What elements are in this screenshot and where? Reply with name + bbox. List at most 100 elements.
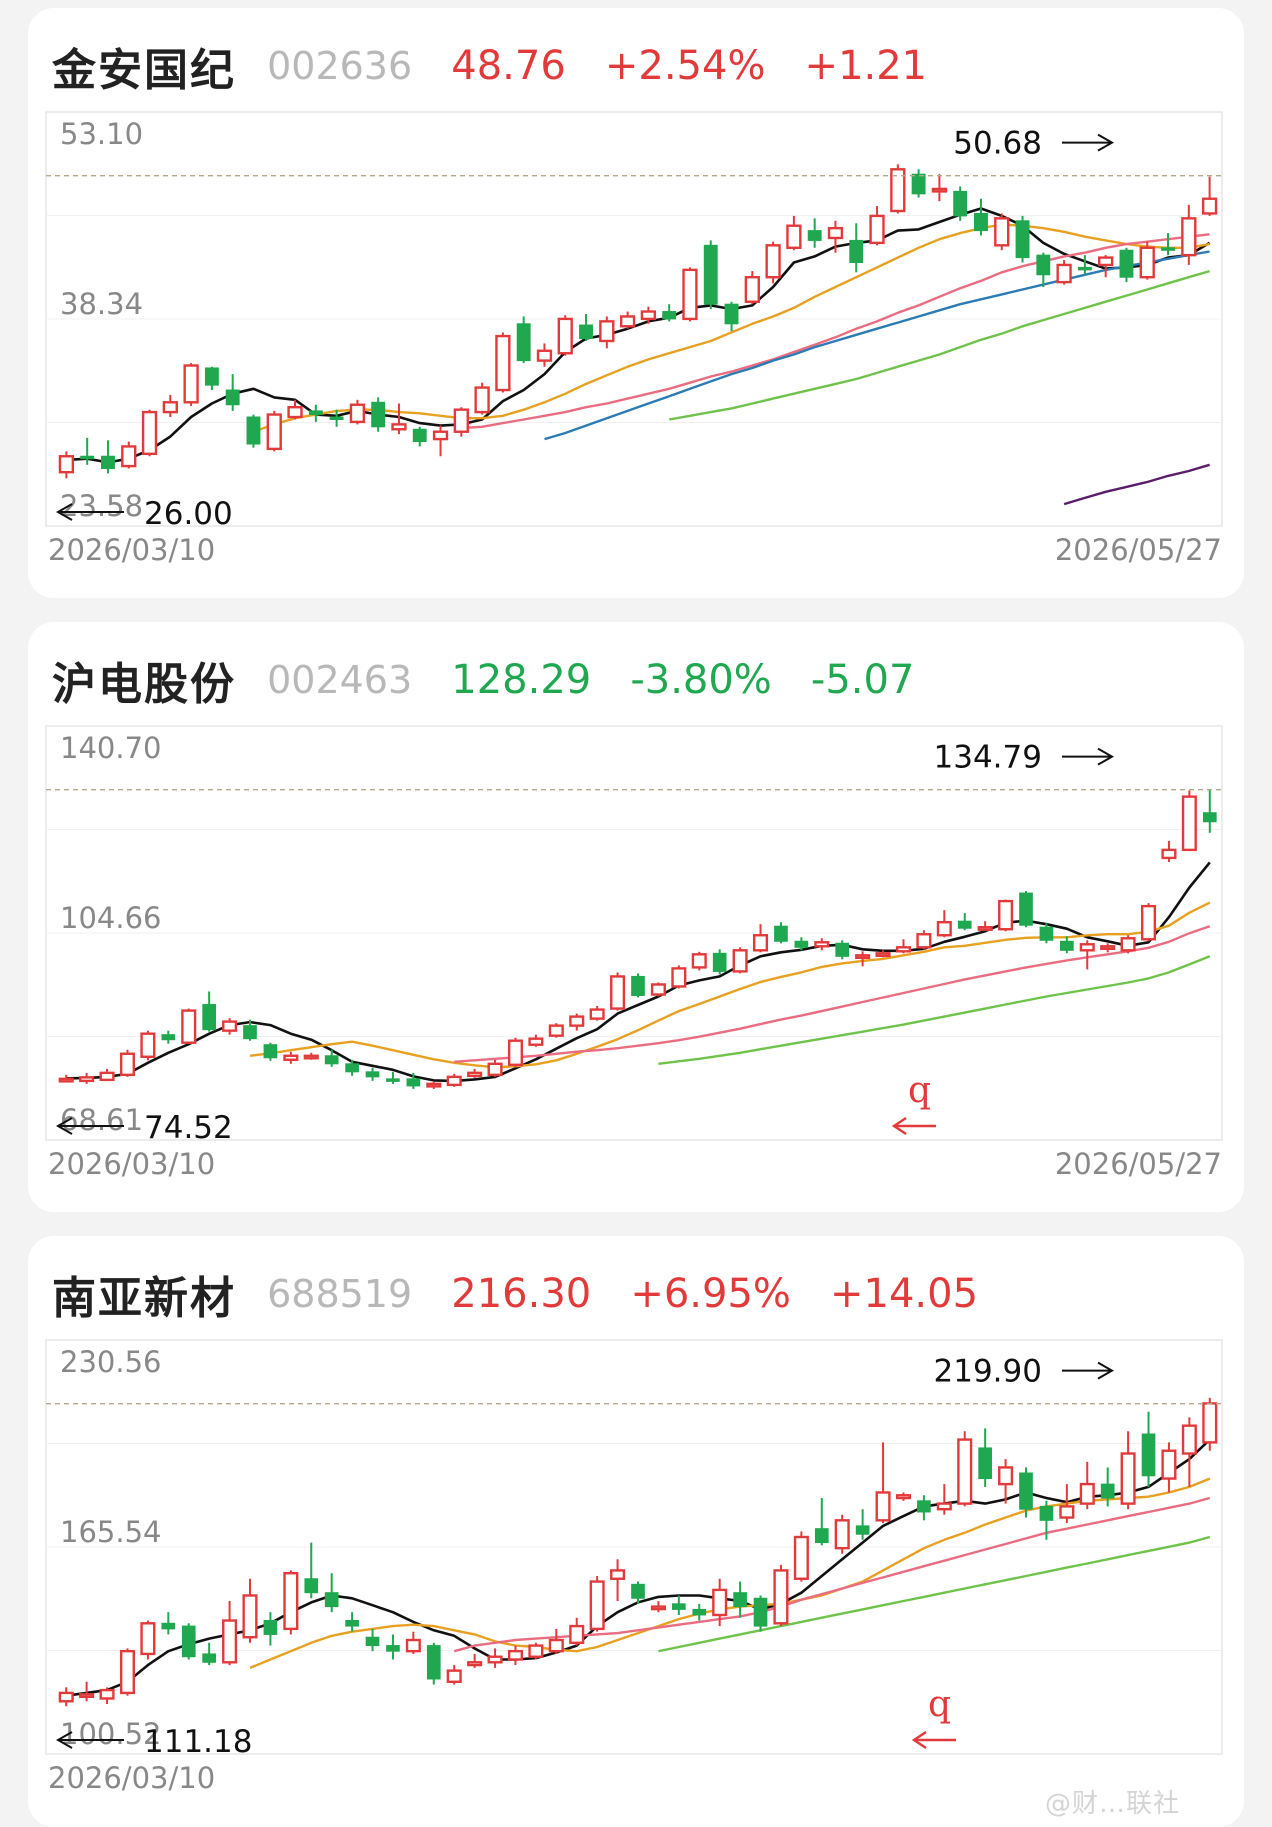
ma30-line: [658, 955, 1211, 1065]
candle: [516, 316, 531, 364]
candle-body: [640, 310, 657, 321]
moving-average-lines: [66, 207, 1211, 506]
candle: [1039, 923, 1054, 944]
candle: [917, 1495, 931, 1521]
candle: [426, 1642, 441, 1685]
arrow-left-icon: [55, 503, 124, 521]
arrow-head: [1097, 133, 1115, 152]
candlestick-chart-2[interactable]: 140.70 104.66 68.61 134.79 74.52 2026/03…: [28, 622, 1244, 1212]
stock-card-3[interactable]: 南亚新材 688519 216.30 +6.95% +14.05 230.56 …: [28, 1236, 1244, 1827]
candle-body: [732, 949, 748, 973]
candle-body: [631, 1583, 645, 1599]
candle: [119, 1049, 136, 1077]
candle-body: [412, 428, 427, 443]
candle-body: [426, 1645, 441, 1680]
candle: [181, 1008, 197, 1044]
candle-body: [1181, 1424, 1197, 1455]
candle: [495, 332, 511, 393]
candle: [1079, 940, 1095, 970]
moving-average-lines: [66, 1438, 1211, 1697]
candle: [386, 1634, 400, 1660]
candle-body: [391, 423, 407, 431]
candle: [936, 910, 952, 938]
y-axis-top-label: 53.10: [60, 117, 143, 151]
stock-header: 南亚新材 688519 216.30 +6.95% +14.05: [52, 1262, 978, 1326]
candle: [99, 1687, 115, 1705]
candle: [610, 972, 626, 1011]
y-axis-mid-label: 38.34: [60, 287, 143, 321]
candle: [1202, 789, 1217, 833]
candle: [1100, 943, 1116, 953]
candle-body: [303, 1054, 319, 1060]
candle: [99, 1068, 115, 1082]
candle-body: [855, 954, 871, 960]
candle: [869, 206, 885, 246]
candle-body: [875, 1491, 891, 1522]
candle: [406, 1072, 421, 1089]
candle-body: [287, 405, 303, 419]
candle: [161, 1612, 176, 1635]
candlestick-chart-3[interactable]: 230.56 165.54 100.52 219.90 111.18 2026/…: [28, 1236, 1244, 1827]
y-axis-top-label: 230.56: [60, 1345, 161, 1379]
candle: [953, 186, 968, 221]
candle: [141, 409, 158, 457]
candle-body: [406, 1078, 421, 1087]
candle: [391, 403, 407, 435]
candlestick-chart-1[interactable]: 53.10 38.34 23.58 50.68 26.00 2026/03/10…: [28, 8, 1244, 598]
candle: [765, 241, 781, 284]
candle-body: [610, 1569, 626, 1580]
stock-change-percent: +2.54%: [604, 43, 766, 89]
candle-body: [365, 1636, 380, 1647]
candle: [724, 301, 739, 332]
candle-body: [682, 268, 698, 321]
candle: [752, 924, 769, 953]
stock-card-1[interactable]: 金安国纪 002636 48.76 +2.54% +1.21 53.10 38.…: [28, 8, 1244, 598]
candle: [589, 1006, 605, 1021]
candle: [349, 399, 366, 425]
candle-body: [733, 1592, 747, 1608]
arrow-right-icon: [1062, 133, 1115, 152]
candle-body: [365, 1071, 380, 1078]
candle-body: [548, 1024, 564, 1037]
stock-name: 金安国纪: [52, 45, 236, 96]
candle-body: [662, 311, 677, 320]
stock-card-2[interactable]: 沪电股份 002463 128.29 -3.80% -5.07 140.70 1…: [28, 622, 1244, 1212]
candle-body: [487, 1655, 503, 1664]
candle: [1056, 260, 1072, 285]
candle: [405, 1631, 421, 1654]
y-axis-mid-label: 165.54: [60, 1515, 161, 1549]
candle: [1161, 1442, 1177, 1493]
candle: [890, 164, 906, 214]
candle: [557, 315, 573, 356]
candle: [692, 1603, 707, 1621]
candle-body: [507, 1649, 524, 1661]
candle-body: [99, 1688, 115, 1700]
candle: [998, 899, 1014, 932]
candle: [181, 1623, 196, 1660]
candle: [703, 240, 718, 310]
candle-body: [1060, 940, 1074, 951]
candle-body: [536, 349, 553, 362]
candle-body: [183, 364, 199, 404]
candles: [58, 1397, 1218, 1707]
candle-body: [998, 899, 1014, 931]
candle-body: [849, 239, 864, 263]
stock-change-amount: -5.07: [810, 657, 915, 703]
candle: [1140, 903, 1157, 942]
candle-body: [308, 410, 323, 416]
candle: [365, 1067, 380, 1081]
candle-body: [875, 952, 891, 958]
candle-body: [994, 217, 1010, 247]
candle-body: [204, 367, 219, 386]
candle-body: [1036, 254, 1051, 276]
candle-body: [1161, 1449, 1177, 1480]
candle: [1141, 1411, 1156, 1487]
candle-body: [814, 941, 830, 948]
y-axis-low-label: 68.61: [60, 1103, 143, 1137]
candle: [682, 267, 698, 322]
candle-body: [79, 1076, 95, 1083]
candle: [1036, 252, 1051, 288]
candle: [589, 1575, 605, 1632]
candle-body: [79, 1693, 95, 1698]
candle-body: [324, 1592, 339, 1608]
